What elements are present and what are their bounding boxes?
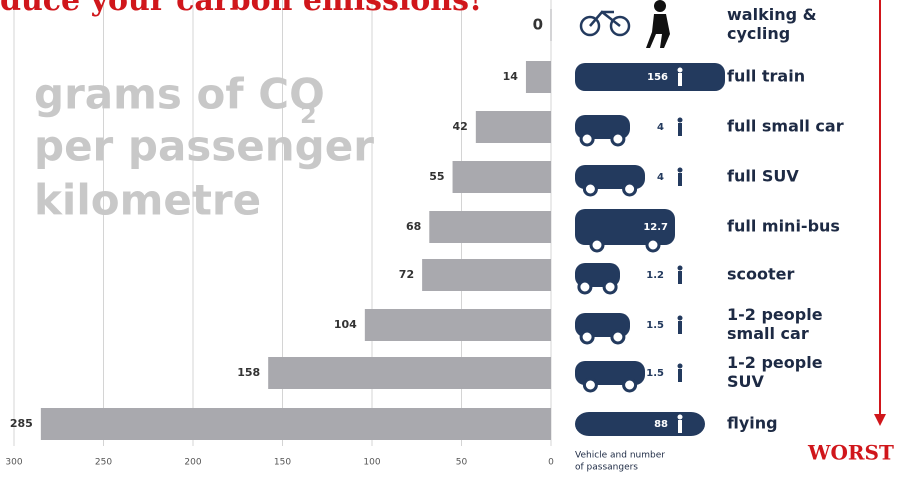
person-icon [677, 67, 683, 73]
axis-label: grams of CO 2 per passenger kilometre [34, 70, 374, 225]
person-icon [677, 217, 683, 223]
icon [579, 329, 595, 345]
axis-label-line: grams of CO [34, 70, 325, 119]
caption: of passangers [575, 463, 638, 473]
passenger-count: 1.5 [646, 368, 664, 379]
arrow-head [874, 414, 886, 426]
chart-title: duce your carbon emissions! [0, 0, 482, 18]
icon [589, 237, 605, 253]
category-label: flying [727, 414, 778, 433]
bar [525, 61, 551, 93]
icon [575, 209, 675, 245]
passenger-count: 12.7 [643, 222, 668, 233]
icon [610, 329, 626, 345]
icon [577, 279, 593, 295]
bar [452, 161, 551, 193]
x-tick-label: 50 [456, 458, 468, 468]
bar [475, 111, 551, 143]
bar [40, 408, 551, 440]
bar [268, 357, 551, 389]
person-icon [678, 369, 682, 382]
value-label: 72 [399, 268, 414, 281]
icon [575, 412, 705, 436]
icon [645, 237, 661, 253]
icon [582, 377, 598, 393]
value-label: 158 [237, 366, 260, 379]
icon [575, 63, 725, 91]
category-label: 1-2 people [727, 305, 823, 324]
person-icon [678, 321, 682, 334]
value-label: 68 [406, 220, 421, 233]
icon [654, 0, 666, 12]
person-icon [678, 73, 682, 86]
passenger-count: 4 [657, 172, 664, 183]
value-label: 42 [453, 120, 468, 133]
icon [589, 10, 621, 27]
passenger-count: 156 [647, 72, 668, 83]
person-icon [678, 420, 682, 433]
icon [579, 15, 601, 37]
x-tick-label: 300 [5, 458, 22, 468]
person-icon [677, 117, 683, 123]
bar [364, 309, 551, 341]
axis-label-sub: 2 [300, 101, 317, 129]
category-label: full train [727, 67, 805, 86]
category-label: walking & [727, 5, 817, 24]
icon [579, 131, 595, 147]
bar [429, 211, 551, 243]
icon [582, 181, 598, 197]
category-label: SUV [727, 372, 765, 391]
person-icon [678, 123, 682, 136]
icon [610, 131, 626, 147]
person-icon [677, 265, 683, 271]
x-tick-label: 200 [184, 458, 201, 468]
category-label: full mini-bus [727, 217, 840, 236]
worst-label: WORST [807, 441, 894, 465]
category-label: scooter [727, 265, 794, 284]
x-tick-label: 0 [548, 458, 554, 468]
person-icon [678, 271, 682, 284]
axis-label-line: kilometre [34, 176, 261, 225]
value-label: 285 [10, 417, 33, 430]
bar [422, 259, 551, 291]
icon [602, 279, 618, 295]
value-label: 55 [429, 170, 444, 183]
x-tick-label: 100 [363, 458, 380, 468]
passenger-count: 88 [654, 419, 668, 430]
caption: Vehicle and number [575, 451, 665, 461]
passenger-count: 4 [657, 122, 664, 133]
icon [646, 14, 670, 48]
person-icon [677, 315, 683, 321]
category-label: 1-2 people [727, 353, 823, 372]
x-tick-label: 150 [274, 458, 291, 468]
icon [609, 15, 631, 37]
category-label: full SUV [727, 167, 799, 186]
person-icon [677, 414, 683, 420]
x-tick-label: 250 [95, 458, 112, 468]
category-label: full small car [727, 117, 844, 136]
value-label: 14 [503, 70, 519, 83]
category-label: cycling [727, 24, 790, 43]
passenger-count: 1.5 [646, 320, 664, 331]
passenger-count: 1.2 [646, 270, 664, 281]
person-icon [678, 223, 682, 236]
icon [622, 181, 638, 197]
person-icon [678, 173, 682, 186]
axis-label-line: per passenger [34, 122, 374, 171]
category-label: small car [727, 324, 809, 343]
plot: 300 250 200 150 100 50 0 0 walking &cycling 14 ful… [5, 0, 844, 468]
icon [622, 377, 638, 393]
value-label: 104 [334, 318, 357, 331]
person-icon [677, 363, 683, 369]
value-label: 0 [533, 16, 543, 34]
person-icon [677, 167, 683, 173]
